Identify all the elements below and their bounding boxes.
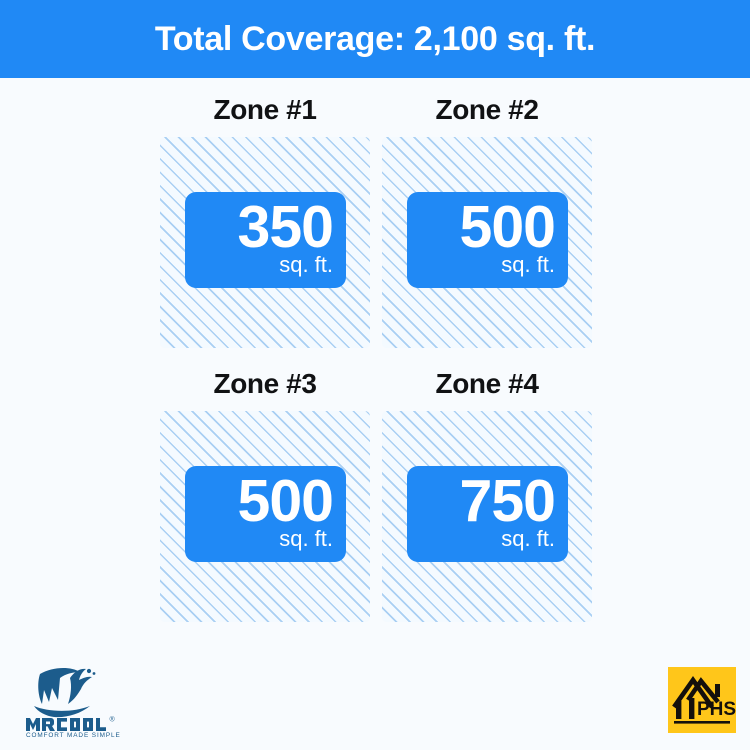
mrcool-logo: ® COMFORT MADE SIMPLE	[18, 660, 148, 738]
zone-grid: Zone #1 350 sq. ft. Zone #2 500 sq. ft. …	[160, 96, 592, 622]
zone-card-2: Zone #2 500 sq. ft.	[382, 96, 592, 348]
phs-post-icon	[676, 684, 720, 719]
zone-label-1: Zone #1	[213, 94, 317, 125]
mrcool-registered-mark: ®	[110, 716, 116, 724]
zone-coverage-value-2: 500	[459, 194, 556, 261]
zone-area-hatch-3: 500 sq. ft.	[160, 411, 370, 622]
zone-badge-3: 500 sq. ft.	[185, 466, 346, 562]
header-bar: Total Coverage: 2,100 sq. ft.	[0, 0, 750, 78]
page-title: Total Coverage: 2,100 sq. ft.	[154, 20, 596, 58]
zone-card-3: Zone #3 500 sq. ft.	[160, 370, 370, 622]
zone-label-4: Zone #4	[435, 368, 539, 399]
zone-coverage-unit-1: sq. ft.	[279, 251, 333, 277]
zone-coverage-unit-3: sq. ft.	[279, 525, 333, 551]
zone-area-hatch-2: 500 sq. ft.	[382, 137, 592, 348]
zone-badge-1: 350 sq. ft.	[185, 192, 346, 288]
zone-badge-2: 500 sq. ft.	[407, 192, 568, 288]
zone-coverage-unit-4: sq. ft.	[501, 525, 555, 551]
zone-area-hatch-1: 350 sq. ft.	[160, 137, 370, 348]
zone-coverage-unit-2: sq. ft.	[501, 251, 555, 277]
zone-coverage-value-1: 350	[237, 194, 334, 261]
zone-card-1: Zone #1 350 sq. ft.	[160, 96, 370, 348]
phs-roof-icon	[672, 676, 720, 709]
mrcool-wordmark	[26, 718, 106, 731]
phs-baseline-rule	[674, 721, 730, 724]
zone-label-2: Zone #2	[435, 94, 539, 125]
zone-coverage-value-3: 500	[237, 468, 334, 535]
zone-badge-4: 750 sq. ft.	[407, 466, 568, 562]
mrcool-bear-icon	[34, 668, 96, 718]
zone-area-hatch-4: 750 sq. ft.	[382, 411, 592, 622]
zone-coverage-value-4: 750	[459, 468, 556, 535]
zone-label-3: Zone #3	[213, 368, 317, 399]
phs-logo: PHS	[668, 667, 736, 733]
zone-card-4: Zone #4 750 sq. ft.	[382, 370, 592, 622]
phs-wordmark: PHS	[697, 699, 736, 720]
mrcool-tagline: COMFORT MADE SIMPLE	[26, 732, 121, 738]
